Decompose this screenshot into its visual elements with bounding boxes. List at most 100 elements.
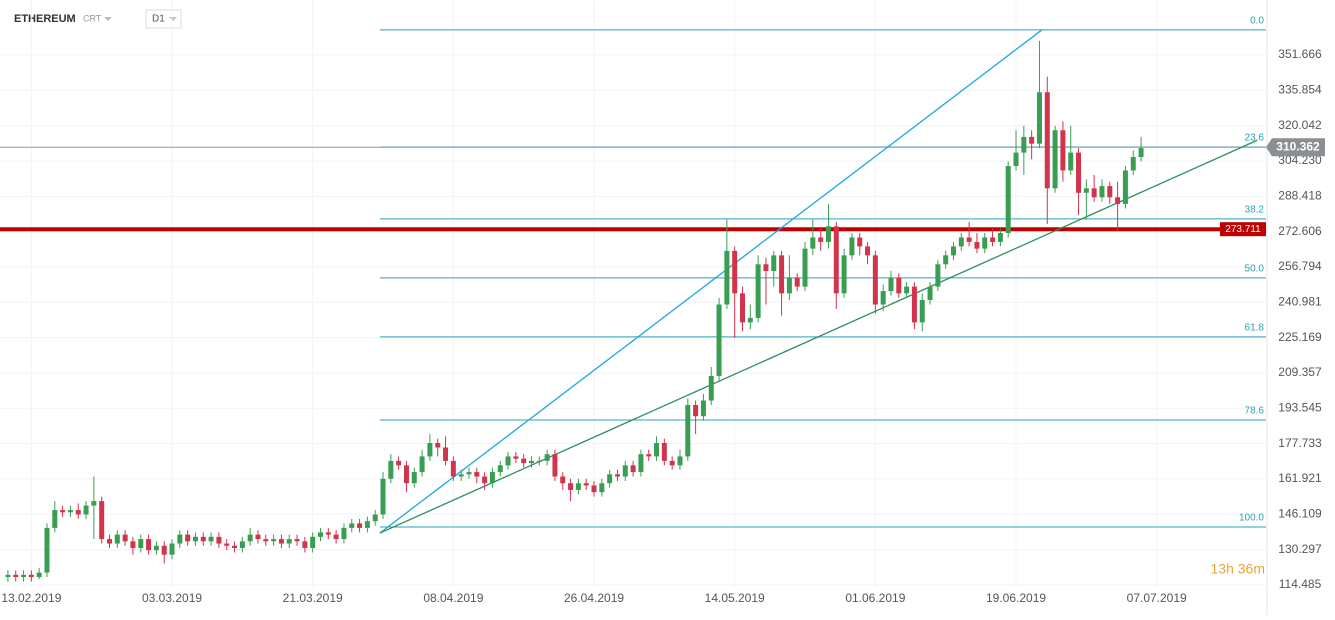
fib-label: 23.6	[1245, 133, 1265, 144]
candle-body	[982, 237, 988, 249]
candle-body	[1138, 148, 1144, 158]
candle-body	[357, 523, 363, 528]
candle-body	[263, 539, 269, 542]
y-tick-label: 351.666	[1278, 47, 1322, 61]
price-label: 310.362	[1276, 139, 1320, 153]
candle-body	[630, 465, 636, 473]
candle-body	[99, 501, 105, 540]
candle-body	[1029, 136, 1035, 144]
candle-body	[771, 255, 777, 271]
candle-body	[52, 510, 58, 528]
candle-body	[1013, 152, 1019, 166]
candle-body	[44, 527, 50, 573]
y-tick-label: 288.418	[1278, 189, 1322, 203]
candle-body	[1044, 92, 1050, 189]
candle-body	[1036, 92, 1042, 144]
candle-body	[403, 465, 409, 484]
candle-body	[575, 483, 581, 490]
candle-body	[232, 545, 238, 549]
candle-body	[130, 541, 136, 549]
candle-body	[450, 460, 456, 477]
candle-body	[427, 443, 433, 457]
candle-body	[239, 541, 245, 549]
x-tick-label: 14.05.2019	[705, 591, 765, 605]
candle-body	[1099, 186, 1105, 198]
feed[interactable]: CRT	[83, 13, 102, 23]
candle-body	[966, 237, 972, 242]
candle-body	[818, 237, 824, 242]
trend-line	[379, 139, 1257, 534]
candle-body	[614, 474, 620, 477]
candle-body	[552, 454, 558, 477]
candle-body	[28, 574, 34, 578]
candle-body	[677, 456, 683, 466]
candle-body	[278, 539, 284, 544]
candle-body	[200, 536, 206, 542]
candle-body	[654, 443, 660, 457]
candle-body	[865, 246, 871, 256]
candle-body	[185, 534, 191, 542]
y-tick-label: 161.921	[1278, 471, 1322, 485]
y-tick-label: 193.545	[1278, 400, 1322, 414]
fib-label: 0.0	[1250, 16, 1264, 27]
candle-body	[974, 241, 980, 249]
candle-body	[935, 264, 941, 287]
candle-body	[513, 456, 519, 459]
candle-body	[1060, 130, 1066, 171]
candle-body	[740, 293, 745, 323]
timeframe[interactable]: D1	[152, 14, 165, 25]
candle-body	[583, 483, 589, 486]
candle-body	[302, 541, 308, 549]
candle-body	[255, 534, 261, 540]
candle-body	[349, 523, 355, 528]
candle-body	[716, 304, 722, 376]
candle-body	[786, 277, 792, 294]
timer: 13h 36m	[1211, 561, 1265, 577]
candle-body	[388, 460, 394, 479]
candle-body	[36, 572, 42, 578]
price-label-box	[1266, 138, 1325, 157]
candle-body	[153, 545, 159, 551]
candle-body	[529, 460, 534, 464]
candle-body	[568, 483, 574, 490]
candle-body	[779, 255, 785, 294]
candle-body	[419, 456, 425, 473]
candle-body	[919, 300, 925, 323]
candle-body	[21, 574, 27, 578]
candle-body	[91, 501, 97, 506]
candle-body	[372, 514, 378, 522]
candle-body	[997, 233, 1003, 242]
alert-label-box	[1220, 222, 1266, 237]
candle-body	[286, 539, 292, 544]
alert-label: 273.711	[1225, 224, 1261, 235]
candle-body	[700, 400, 706, 417]
x-tick-label: 21.03.2019	[283, 591, 343, 605]
y-tick-label: 209.357	[1278, 365, 1322, 379]
candle-body	[107, 539, 112, 544]
x-tick-label: 26.04.2019	[564, 591, 624, 605]
candle-body	[1122, 170, 1128, 204]
feed-caret[interactable]	[104, 17, 112, 21]
candle-body	[607, 474, 613, 484]
timeframe-caret[interactable]	[169, 17, 177, 21]
candle-body	[443, 447, 449, 461]
candle-body	[192, 536, 198, 542]
candle-body	[599, 483, 605, 493]
candle-body	[216, 536, 222, 544]
candle-body	[458, 474, 464, 477]
y-tick-label: 320.042	[1278, 118, 1322, 132]
candle-body	[318, 532, 323, 537]
candle-body	[341, 527, 347, 540]
y-tick-label: 146.109	[1278, 506, 1322, 520]
symbol[interactable]: ETHEREUM	[14, 13, 76, 25]
candle-body	[271, 539, 277, 542]
fib-label: 78.6	[1245, 406, 1265, 417]
candle-body	[5, 574, 11, 578]
candle-body	[911, 286, 917, 323]
candle-body	[224, 543, 230, 546]
candle-body	[122, 534, 128, 542]
candle-body	[755, 264, 761, 318]
candle-body	[958, 237, 964, 247]
candle-body	[169, 543, 175, 555]
candle-body	[1107, 186, 1113, 198]
